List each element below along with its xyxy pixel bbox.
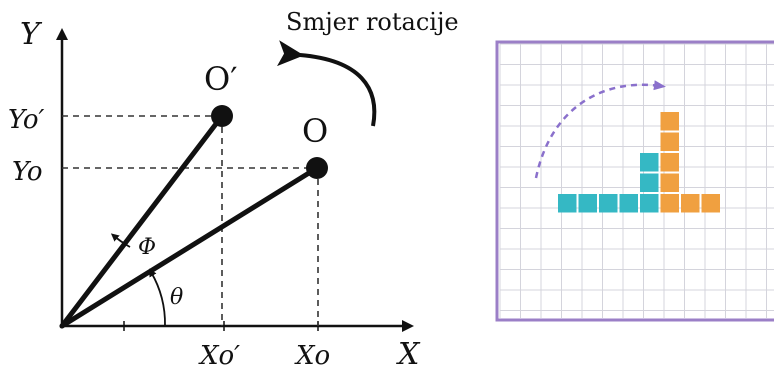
orange-cell [660, 194, 679, 213]
grid-lines [499, 43, 774, 318]
x-tick-label-o-prime: Xo′ [198, 341, 240, 371]
point-o-prime [211, 105, 233, 127]
y-tick-label-o: Yo [12, 157, 43, 187]
orange-cell [660, 132, 679, 151]
teal-cell [558, 194, 577, 213]
coordinate-plot: Y X Yo′ Yo Xo′ Xo O′ O Φ θ Smjer rotacij… [8, 8, 459, 372]
point-label-o: O [302, 112, 328, 150]
rotation-dashed-arrow [534, 80, 666, 179]
teal-cell [578, 194, 597, 213]
point-o [306, 157, 328, 179]
orange-cell [701, 194, 720, 213]
angle-label-theta: θ [170, 285, 183, 310]
y-tick-label-o-prime: Yo′ [8, 105, 45, 135]
pixel-grid-panel [495, 40, 774, 322]
vector-o [59, 165, 320, 329]
x-tick-label-o: Xo [294, 341, 330, 371]
angle-arc-theta [148, 268, 166, 327]
orange-cell [660, 173, 679, 192]
vector-o-prime [59, 113, 225, 329]
point-label-o-prime: O′ [204, 60, 238, 98]
teal-cell [619, 194, 638, 213]
orange-cell [660, 153, 679, 172]
teal-cell [640, 194, 659, 213]
y-axis-label: Y [20, 17, 43, 52]
angle-label-phi: Φ [138, 235, 156, 260]
rotation-label: Smjer rotacije [286, 8, 459, 36]
grid-border [495, 40, 774, 322]
x-axis-label: X [396, 337, 421, 372]
rotation-direction-arrow [276, 40, 377, 127]
teal-cell [640, 153, 659, 172]
teal-cell [640, 173, 659, 192]
grid-cells [558, 112, 720, 213]
teal-cell [599, 194, 618, 213]
orange-cell [660, 112, 679, 131]
orange-cell [681, 194, 700, 213]
angle-arc-phi [110, 233, 131, 248]
